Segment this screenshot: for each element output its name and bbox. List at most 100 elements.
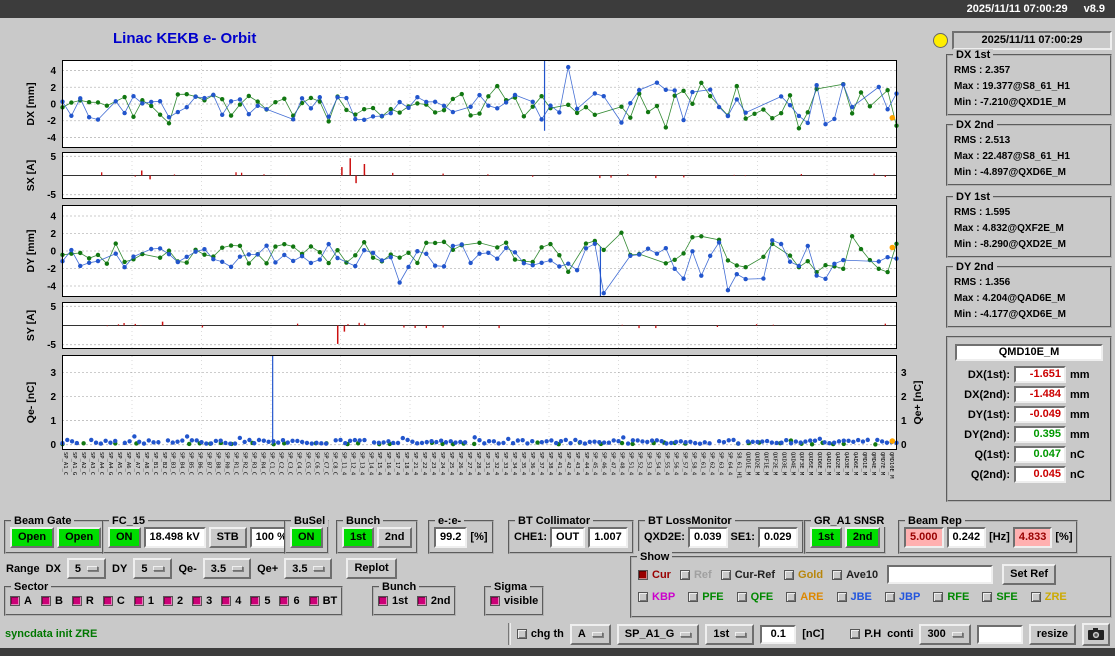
- status-led: [933, 33, 948, 48]
- sector-5-checkbox[interactable]: 5: [250, 595, 270, 607]
- bpm-label: QXF1E_M: [762, 452, 769, 476]
- stat-group-title: DX 1st: [953, 49, 994, 61]
- svg-text:-4: -4: [47, 133, 56, 144]
- show-rfe-checkbox[interactable]: RFE: [933, 591, 969, 603]
- bpm-label: SP_A7_C: [133, 452, 140, 476]
- checkbox-label: C: [116, 595, 125, 607]
- checkbox-indicator: [688, 592, 699, 602]
- checkbox-indicator: [250, 596, 261, 606]
- show-sfe-checkbox[interactable]: SFE: [982, 591, 1018, 603]
- bpm-label: SP_36_4: [528, 452, 535, 476]
- monitor-row-value: -1.651: [1014, 366, 1066, 383]
- bunch-mode-select[interactable]: 1st: [705, 623, 755, 645]
- bpm-label: QMD7E_M: [879, 452, 885, 476]
- show-gold-checkbox[interactable]: Gold: [784, 569, 823, 581]
- camera-icon: [1088, 628, 1104, 640]
- bunch-2nd-checkbox[interactable]: 2nd: [416, 595, 450, 607]
- sector-r-checkbox[interactable]: R: [71, 595, 94, 607]
- chg-th-label: chg th: [530, 628, 564, 640]
- bpm-label: QAD6E_M: [852, 452, 859, 476]
- bpm-label: SP_14_4: [367, 452, 374, 476]
- show-cur-ref-checkbox[interactable]: Cur-Ref: [720, 569, 775, 581]
- ph-checkbox[interactable]: P.H: [850, 628, 881, 640]
- monitor-row-label: Q(2nd):: [970, 468, 1010, 481]
- bunch-1st-button[interactable]: 1st: [342, 526, 374, 548]
- beam-gate-open1-button[interactable]: Open: [10, 526, 55, 548]
- beam-gate-open2-button[interactable]: Open: [57, 526, 102, 548]
- chg-th-checkbox[interactable]: chg th: [516, 628, 564, 640]
- bt-lossmonitor-title: BT LossMonitor: [645, 515, 735, 527]
- gr-snsr-1st-button[interactable]: 1st: [810, 526, 842, 548]
- screenshot-button[interactable]: [1082, 622, 1110, 646]
- monitor-row-label: DX(1st):: [967, 368, 1010, 381]
- sp-select[interactable]: SP_A1_G: [616, 623, 700, 645]
- separator: [507, 623, 511, 645]
- sector-1-checkbox[interactable]: 1: [133, 595, 154, 607]
- bt-lossmonitor-group: BT LossMonitor QXD2E: 0.039 SE1: 0.029: [638, 515, 804, 554]
- show-ave10-checkbox[interactable]: Ave10: [832, 569, 878, 581]
- sector-4-checkbox[interactable]: 4: [221, 595, 241, 607]
- sector-bt-checkbox[interactable]: BT: [308, 595, 337, 607]
- set-ref-button[interactable]: Set Ref: [1002, 564, 1057, 585]
- option-menu-indicator: [680, 631, 692, 637]
- stat-line: Min : -4.177@QXD6E_M: [954, 309, 1067, 320]
- checkbox-label: PFE: [702, 591, 724, 603]
- show-pfe-checkbox[interactable]: PFE: [688, 591, 724, 603]
- show-ref-checkbox[interactable]: Ref: [679, 569, 712, 581]
- bt-collimator-title: BT Collimator: [515, 515, 594, 527]
- beam-rep-meas-field: 0.242: [946, 526, 987, 548]
- bpm-label: QXD3E_M: [780, 452, 787, 476]
- show-zre-checkbox[interactable]: ZRE: [1030, 591, 1067, 603]
- ee-ratio-group: e-:e- 99.2 [%]: [428, 515, 494, 554]
- busel-on-button[interactable]: ON: [290, 526, 323, 548]
- resize-button[interactable]: resize: [1028, 623, 1076, 645]
- monitor-row: DX(1st): -1.651 mm: [952, 366, 1106, 383]
- sector-b-checkbox[interactable]: B: [40, 595, 63, 607]
- checkbox-indicator: [982, 592, 993, 602]
- range-qem-value: 3.5: [210, 562, 227, 575]
- bpm-label: SP_13_4: [358, 452, 365, 476]
- checkbox-label: JBP: [898, 591, 921, 603]
- aux-input[interactable]: [976, 624, 1023, 644]
- stat-line: Min : -7.210@QXD1E_M: [954, 97, 1067, 108]
- bunch-2nd-button[interactable]: 2nd: [376, 526, 413, 548]
- show-kbp-checkbox[interactable]: KBP: [638, 591, 675, 603]
- replot-button[interactable]: Replot: [346, 558, 397, 579]
- sector-2-checkbox[interactable]: 2: [162, 595, 183, 607]
- range-dx-label: DX: [45, 562, 61, 575]
- show-jbe-checkbox[interactable]: JBE: [836, 591, 872, 603]
- fc15-stb-button[interactable]: STB: [208, 526, 247, 548]
- ref-input[interactable]: [887, 565, 994, 584]
- bpm-label: SP_45_4: [591, 452, 598, 476]
- range-qep-select[interactable]: 3.5: [284, 558, 333, 579]
- sector-3-checkbox[interactable]: 3: [192, 595, 212, 607]
- bpm-label: QXF2E_M: [771, 452, 778, 476]
- sigma-visible-checkbox[interactable]: visible: [490, 595, 538, 607]
- bt-collimator-group: BT Collimator CHE1: OUT 1.007: [508, 515, 634, 554]
- threshold-input[interactable]: [760, 624, 797, 644]
- fc15-on-button[interactable]: ON: [108, 526, 141, 548]
- show-row-2: KBP PFE QFE ARE JBE JBP RFE SFE ZRE: [638, 591, 1104, 603]
- show-title: Show: [637, 551, 673, 563]
- checkbox-indicator: [416, 596, 427, 606]
- show-qfe-checkbox[interactable]: QFE: [736, 591, 773, 603]
- monitor-row-value: 0.045: [1014, 466, 1066, 483]
- gr-snsr-2nd-button[interactable]: 2nd: [844, 526, 881, 548]
- count-select[interactable]: 300: [919, 623, 971, 645]
- range-dy-select[interactable]: 5: [133, 558, 173, 579]
- bunch-1st-checkbox[interactable]: 1st: [378, 595, 408, 607]
- range-row: Range DX 5 DY 5 Qe- 3.5 Qe+ 3.5 Replot: [6, 558, 397, 579]
- range-dx-select[interactable]: 5: [66, 558, 107, 579]
- bpm-label: SP_C4_C: [295, 452, 302, 476]
- fc15-kv-field: 18.498 kV: [143, 526, 206, 548]
- show-are-checkbox[interactable]: ARE: [786, 591, 824, 603]
- sector-a-checkbox[interactable]: A: [10, 595, 32, 607]
- mode-select[interactable]: A: [569, 623, 611, 645]
- sector-6-checkbox[interactable]: 6: [279, 595, 300, 607]
- show-cur-checkbox[interactable]: Cur: [638, 569, 671, 581]
- sector-c-checkbox[interactable]: C: [102, 595, 125, 607]
- range-qem-select[interactable]: 3.5: [202, 558, 252, 579]
- show-jbp-checkbox[interactable]: JBP: [884, 591, 921, 603]
- stat-line: RMS : 2.513: [954, 135, 1011, 146]
